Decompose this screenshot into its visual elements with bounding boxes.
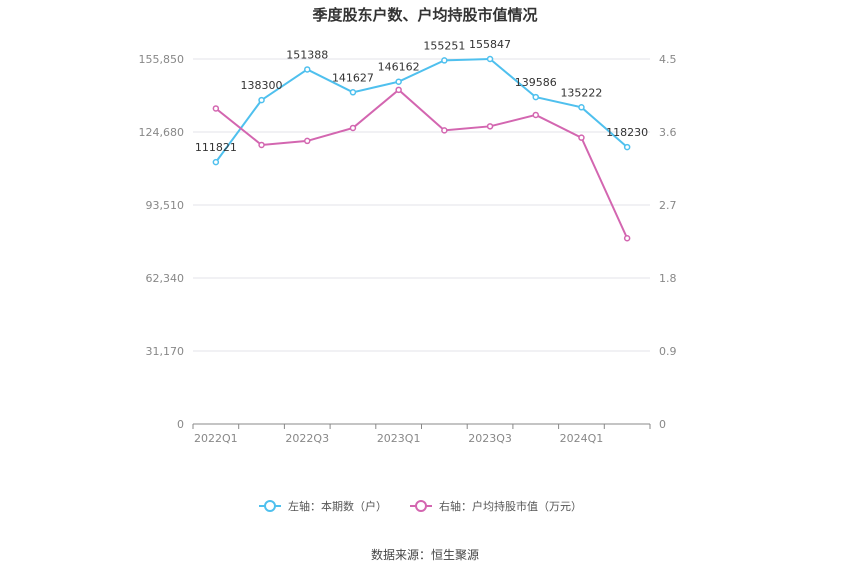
data-label: 155251	[423, 39, 465, 52]
chart-title: 季度股东户数、户均持股市值情况	[312, 6, 537, 24]
grid-layer	[193, 58, 650, 352]
y-right-tick-label: 2.7	[659, 199, 677, 212]
data-label: 155847	[469, 38, 511, 51]
series-1-point[interactable]	[212, 158, 220, 166]
x-tick-label: 2022Q3	[285, 432, 329, 445]
y-left-tick-label: 93,510	[146, 199, 185, 212]
series-1-point[interactable]	[486, 55, 494, 63]
legend-item-2[interactable]: 右轴：户均持股市值（万元）	[410, 499, 582, 513]
series-2-point[interactable]	[258, 141, 265, 149]
series-1-point[interactable]	[349, 89, 357, 96]
series-layer	[212, 55, 631, 242]
data-label: 151388	[286, 48, 328, 61]
series-2-point[interactable]	[623, 235, 631, 242]
legend-item-1[interactable]: 左轴：本期数（户）	[259, 499, 387, 513]
series-2-point[interactable]	[578, 134, 585, 141]
y-left-tick-label: 155,850	[139, 53, 185, 66]
axis-layer: 0 31,170 62,340 93,510 124,680 155,850 0 0.9 1.8…	[139, 53, 677, 445]
series-2-point[interactable]	[486, 123, 494, 130]
x-tick-label: 2024Q1	[560, 432, 604, 445]
legend-marker-icon	[264, 500, 276, 512]
x-tick-label: 2023Q1	[377, 432, 421, 445]
series-1-point[interactable]	[578, 104, 585, 111]
series-line-2	[215, 88, 629, 239]
y-left-tick-label: 62,340	[146, 272, 185, 285]
legend[interactable]: 左轴：本期数（户） 右轴：户均持股市值（万元）	[259, 499, 582, 513]
series-2-point[interactable]	[349, 124, 357, 132]
x-tick-label: 2023Q3	[468, 432, 512, 445]
legend-label: 右轴：户均持股市值（万元）	[439, 499, 582, 513]
y-right-tick-label: 3.6	[659, 126, 677, 139]
series-1-point[interactable]	[395, 78, 402, 85]
legend-marker-icon	[415, 500, 427, 512]
series-1-point[interactable]	[258, 96, 265, 104]
legend-label: 左轴：本期数（户）	[288, 499, 387, 513]
series-2-point[interactable]	[304, 137, 311, 145]
series-1-point[interactable]	[441, 57, 448, 64]
y-left-tick-label: 124,680	[139, 126, 185, 139]
y-right-tick-label: 1.8	[659, 272, 677, 285]
data-label: 118230	[606, 126, 648, 139]
data-source: 数据来源：恒生聚源	[371, 547, 479, 562]
series-line-1	[215, 57, 628, 163]
series-2-point[interactable]	[212, 105, 220, 112]
y-right-tick-label: 0	[659, 418, 666, 431]
y-left-tick-label: 31,170	[146, 345, 185, 358]
x-tick-label: 2022Q1	[194, 432, 238, 445]
series-2-point[interactable]	[532, 111, 539, 119]
data-label: 111821	[195, 141, 237, 154]
series-1-point[interactable]	[532, 93, 539, 101]
data-label: 146162	[378, 61, 420, 74]
series-2-point[interactable]	[441, 127, 448, 134]
data-label: 139586	[515, 76, 557, 89]
y-right-tick-label: 4.5	[659, 53, 677, 66]
series-2-point[interactable]	[395, 86, 402, 94]
y-right-tick-label: 0.9	[659, 345, 677, 358]
data-label: 141627	[332, 71, 374, 84]
data-label: 135222	[560, 86, 602, 99]
series-1-point[interactable]	[623, 143, 631, 151]
data-label: 138300	[241, 79, 283, 92]
y-left-tick-label: 0	[177, 418, 184, 431]
series-1-point[interactable]	[304, 66, 311, 73]
